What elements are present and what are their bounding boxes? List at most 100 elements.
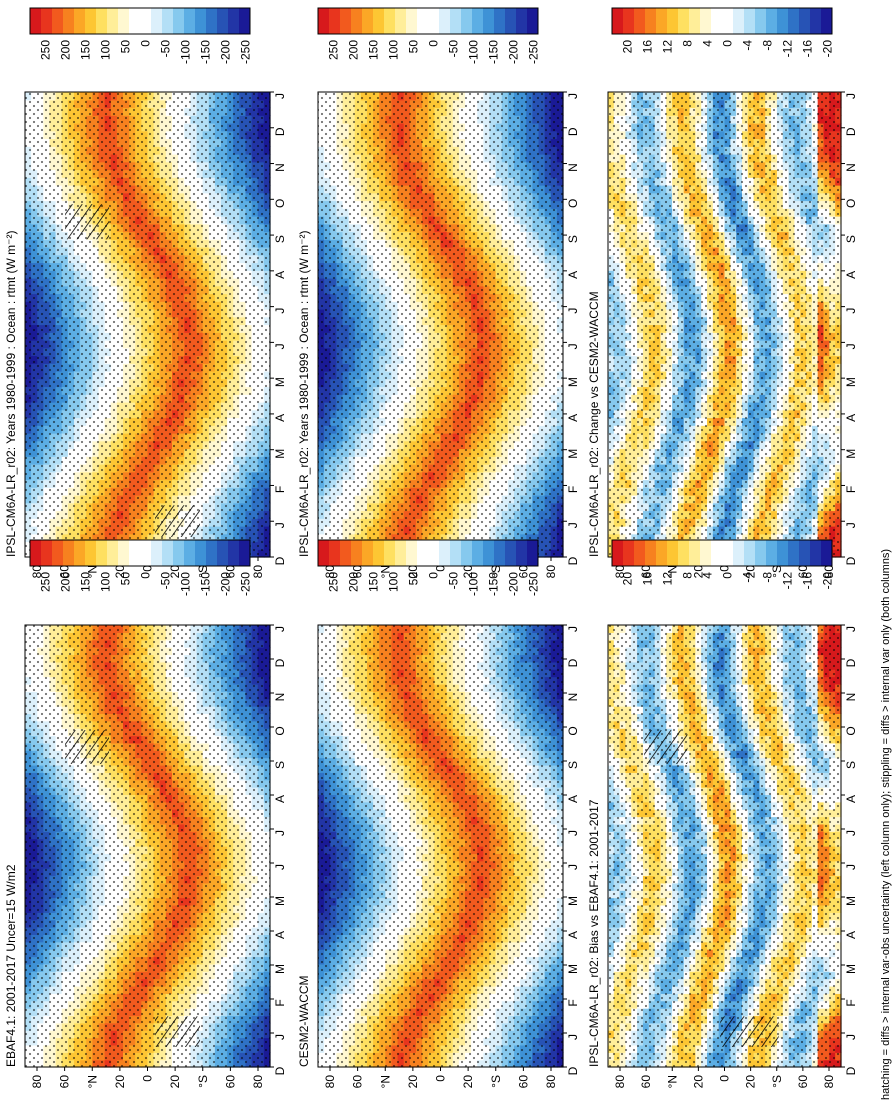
colorbar-swatch: [30, 8, 42, 34]
colorbars-group: 250 200 150 100 50 0 -50 -100 -150 -200 -250 250 200…: [29, 7, 835, 596]
lat-tick-label: 80: [30, 1075, 44, 1089]
colorbar-label: 50: [407, 40, 421, 54]
colorbar-label: 0: [139, 572, 153, 579]
colorbar-swatch: [217, 540, 229, 566]
month-tick-label: O: [273, 199, 287, 208]
panel-1: IPSL-CM6A-LR_r02: Years 1980-1999 : Ocea…: [4, 91, 287, 579]
lat-tick-label: 60: [516, 1075, 530, 1089]
lat-tick-label: 20: [461, 1075, 475, 1089]
colorbar-swatch: [373, 8, 385, 34]
colorbar-swatch: [162, 8, 174, 34]
colorbar-label: -50: [447, 572, 461, 590]
colorbar-swatch: [428, 540, 440, 566]
month-tick-label: M: [566, 449, 580, 459]
month-tick-label: J: [566, 308, 580, 314]
colorbar-label: 200: [347, 40, 361, 60]
colorbar-swatch: [711, 540, 723, 566]
colorbar-label: -8: [761, 40, 775, 51]
month-tick-label: A: [844, 414, 858, 422]
lat-tick-label: °N: [85, 565, 99, 578]
lat-tick-label: 0: [141, 1075, 155, 1082]
colorbar-swatch: [329, 540, 341, 566]
colorbar-swatch: [700, 8, 712, 34]
lat-tick-label: 20: [744, 565, 758, 579]
colorbar-swatch: [239, 8, 251, 34]
lat-tick-label: °S: [770, 565, 784, 578]
colorbar-label: 100: [99, 40, 113, 60]
lat-tick-label: 60: [516, 565, 530, 579]
lat-tick-label: 60: [351, 1075, 365, 1089]
colorbar-swatch: [85, 8, 97, 34]
colorbar-swatch: [52, 540, 64, 566]
month-tick-label: A: [566, 931, 580, 939]
lat-tick-label: °S: [196, 565, 210, 578]
colorbar-swatch: [755, 540, 767, 566]
lat-tick-label: 20: [744, 1075, 758, 1089]
colorbar-swatch: [206, 8, 218, 34]
month-tick-label: N: [273, 693, 287, 702]
colorbar-swatch: [395, 8, 407, 34]
month-tick-label: N: [566, 163, 580, 172]
colorbar-swatch: [206, 540, 218, 566]
lat-tick-label: °N: [665, 1075, 679, 1088]
colorbar-2: 250 200 150 100 50 0 -50 -100 -150 -200 -250: [317, 7, 541, 64]
month-tick-label: J: [566, 343, 580, 349]
colorbar-swatch: [799, 540, 811, 566]
lat-tick-label: 80: [30, 565, 44, 579]
month-tick-label: J: [844, 343, 858, 349]
colorbar-label: -250: [527, 40, 541, 64]
colorbar-swatch: [74, 8, 86, 34]
colorbar-swatch: [527, 8, 539, 34]
lat-tick-label: 80: [613, 565, 627, 579]
colorbar-swatch: [623, 540, 635, 566]
colorbar-swatch: [195, 8, 207, 34]
month-tick-label: A: [566, 795, 580, 803]
colorbar-swatch: [755, 8, 767, 34]
colorbar-swatch: [340, 8, 352, 34]
colorbar-swatch: [428, 8, 440, 34]
lat-tick-label: °N: [665, 565, 679, 578]
colorbar-swatch: [217, 8, 229, 34]
colorbar-label: -16: [801, 40, 815, 58]
month-tick-label: S: [844, 235, 858, 243]
month-tick-label: D: [844, 556, 858, 565]
month-tick-label: J: [566, 1034, 580, 1040]
colorbar-swatch: [107, 540, 119, 566]
colorbar-swatch: [623, 8, 635, 34]
lat-tick-label: 80: [613, 1075, 627, 1089]
colorbar-swatch: [450, 8, 462, 34]
colorbar-swatch: [228, 540, 240, 566]
colorbar-swatch: [395, 540, 407, 566]
colorbar-swatch: [74, 540, 86, 566]
colorbar-swatch: [384, 8, 396, 34]
month-tick-label: F: [566, 486, 580, 493]
stippling-overlay: [318, 92, 563, 557]
month-tick-label: M: [844, 449, 858, 459]
month-tick-label: J: [273, 308, 287, 314]
colorbar-swatch: [711, 8, 723, 34]
lat-tick-label: 20: [113, 1075, 127, 1089]
colorbar-swatch: [52, 8, 64, 34]
month-tick-label: F: [844, 999, 858, 1006]
lat-tick-label: 80: [323, 1075, 337, 1089]
month-tick-label: S: [844, 761, 858, 769]
colorbar-swatch: [810, 540, 822, 566]
lat-tick-label: 20: [461, 565, 475, 579]
month-tick-label: A: [566, 414, 580, 422]
colorbar-label: -50: [159, 572, 173, 590]
month-tick-label: O: [273, 726, 287, 735]
lat-tick-label: 60: [639, 565, 653, 579]
colorbar-swatch: [527, 540, 539, 566]
colorbar-label: -100: [179, 572, 193, 596]
colorbar-label: -20: [821, 572, 835, 590]
colorbar-swatch: [656, 8, 668, 34]
month-tick-label: A: [273, 795, 287, 803]
lat-tick-label: 0: [141, 565, 155, 572]
lat-tick-label: °N: [378, 1075, 392, 1088]
colorbar-label: 100: [387, 572, 401, 592]
lat-tick-label: 20: [168, 1075, 182, 1089]
colorbar-swatch: [417, 8, 429, 34]
colorbar-label: 150: [79, 40, 93, 60]
lat-tick-label: 20: [406, 1075, 420, 1089]
